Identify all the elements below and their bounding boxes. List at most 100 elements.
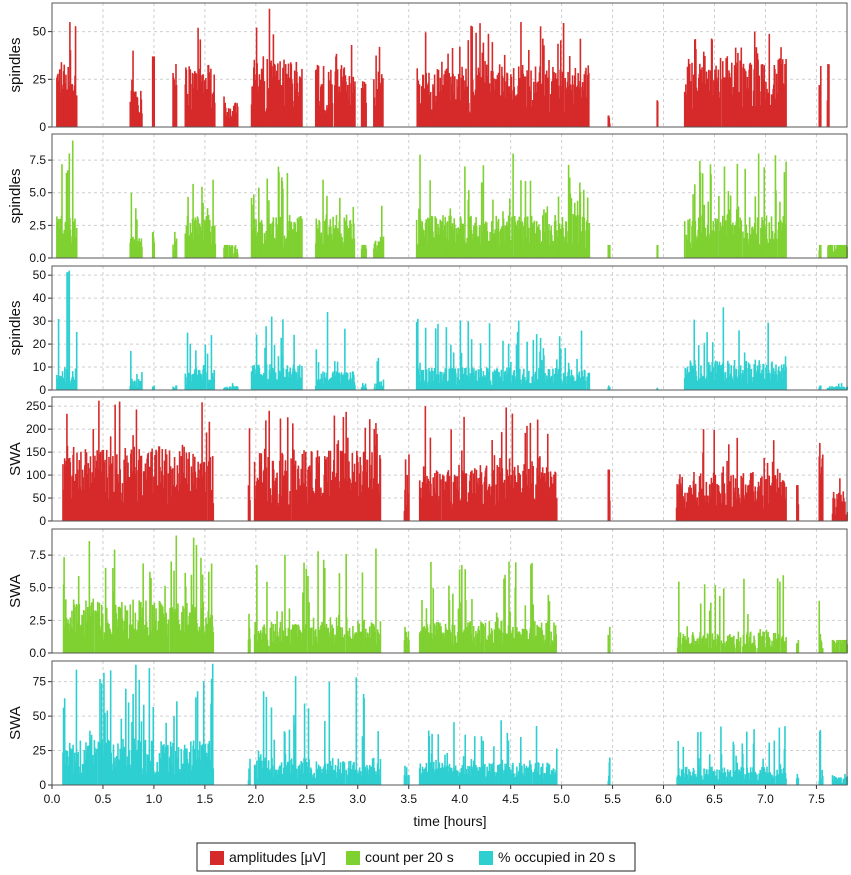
bar xyxy=(211,456,214,521)
bar xyxy=(276,379,279,390)
bar xyxy=(511,413,514,521)
bar xyxy=(475,32,477,127)
bar xyxy=(706,332,708,390)
bar xyxy=(470,25,472,128)
bar xyxy=(135,208,137,258)
bar xyxy=(706,495,708,521)
bar xyxy=(301,365,303,390)
bar xyxy=(481,622,483,653)
bar xyxy=(548,601,551,653)
bar xyxy=(129,101,132,127)
bar xyxy=(704,645,707,653)
bar xyxy=(311,451,313,521)
bar xyxy=(258,187,260,258)
bar xyxy=(526,425,528,521)
bar xyxy=(206,465,208,521)
bar xyxy=(80,772,83,785)
bar xyxy=(295,624,298,653)
bar xyxy=(464,166,466,258)
bar xyxy=(208,740,211,785)
bar xyxy=(258,757,260,785)
bar xyxy=(714,474,717,521)
bar xyxy=(151,448,153,521)
bar xyxy=(539,627,542,653)
bar xyxy=(478,72,480,127)
bar xyxy=(103,672,105,785)
bar xyxy=(713,430,715,521)
bar xyxy=(778,221,780,258)
bar xyxy=(516,220,519,258)
bar xyxy=(206,353,209,390)
bar xyxy=(224,107,227,127)
bar xyxy=(831,386,833,390)
bar xyxy=(307,708,310,785)
panel-frame xyxy=(51,265,848,391)
bar xyxy=(267,457,269,521)
bar xyxy=(106,477,109,521)
bar xyxy=(468,190,470,258)
bar xyxy=(732,87,735,127)
bar xyxy=(531,225,533,258)
bar xyxy=(283,376,286,390)
bar xyxy=(379,82,381,127)
bar xyxy=(797,504,800,521)
bar xyxy=(263,81,266,127)
bar xyxy=(499,228,502,258)
bar xyxy=(192,537,195,653)
bar xyxy=(256,778,259,785)
bar xyxy=(277,63,279,127)
bar xyxy=(405,767,408,785)
bar xyxy=(340,452,342,521)
bar xyxy=(207,571,210,653)
y-tick-label: 40 xyxy=(33,291,47,305)
bar xyxy=(494,229,496,258)
bar xyxy=(698,476,701,521)
bar xyxy=(302,773,304,785)
bar xyxy=(584,370,586,390)
bar xyxy=(575,216,578,258)
bar xyxy=(371,452,373,521)
bar xyxy=(375,774,378,785)
bar xyxy=(579,192,582,258)
bar xyxy=(130,449,133,521)
bar xyxy=(503,54,506,128)
bar xyxy=(125,688,127,785)
bar xyxy=(322,371,324,390)
bar xyxy=(262,56,265,127)
bar xyxy=(502,340,504,390)
bar xyxy=(732,380,734,390)
bar xyxy=(454,224,456,258)
bar xyxy=(290,221,293,258)
bar xyxy=(71,83,73,127)
bar xyxy=(479,23,481,128)
bar xyxy=(338,488,341,521)
bar xyxy=(331,103,334,127)
bar xyxy=(352,76,355,127)
bar xyxy=(429,371,431,390)
bar xyxy=(686,626,689,653)
bar xyxy=(470,471,472,521)
bar xyxy=(418,84,421,127)
bar xyxy=(202,202,204,258)
bar xyxy=(249,758,251,785)
bar xyxy=(560,85,563,127)
bar xyxy=(835,386,837,390)
bar xyxy=(465,243,467,258)
bar xyxy=(65,173,68,258)
bar xyxy=(260,375,263,390)
bar xyxy=(747,244,750,258)
bar xyxy=(536,226,539,258)
bar xyxy=(132,599,134,653)
bar xyxy=(743,495,745,521)
bar xyxy=(722,307,725,390)
bar xyxy=(656,101,659,127)
bar xyxy=(828,244,830,258)
bar xyxy=(482,740,484,785)
bar xyxy=(470,339,473,390)
bar xyxy=(819,65,822,127)
bar xyxy=(760,227,762,258)
bar xyxy=(431,767,434,785)
bar xyxy=(188,752,191,785)
bar xyxy=(441,474,444,521)
bar xyxy=(515,344,518,390)
